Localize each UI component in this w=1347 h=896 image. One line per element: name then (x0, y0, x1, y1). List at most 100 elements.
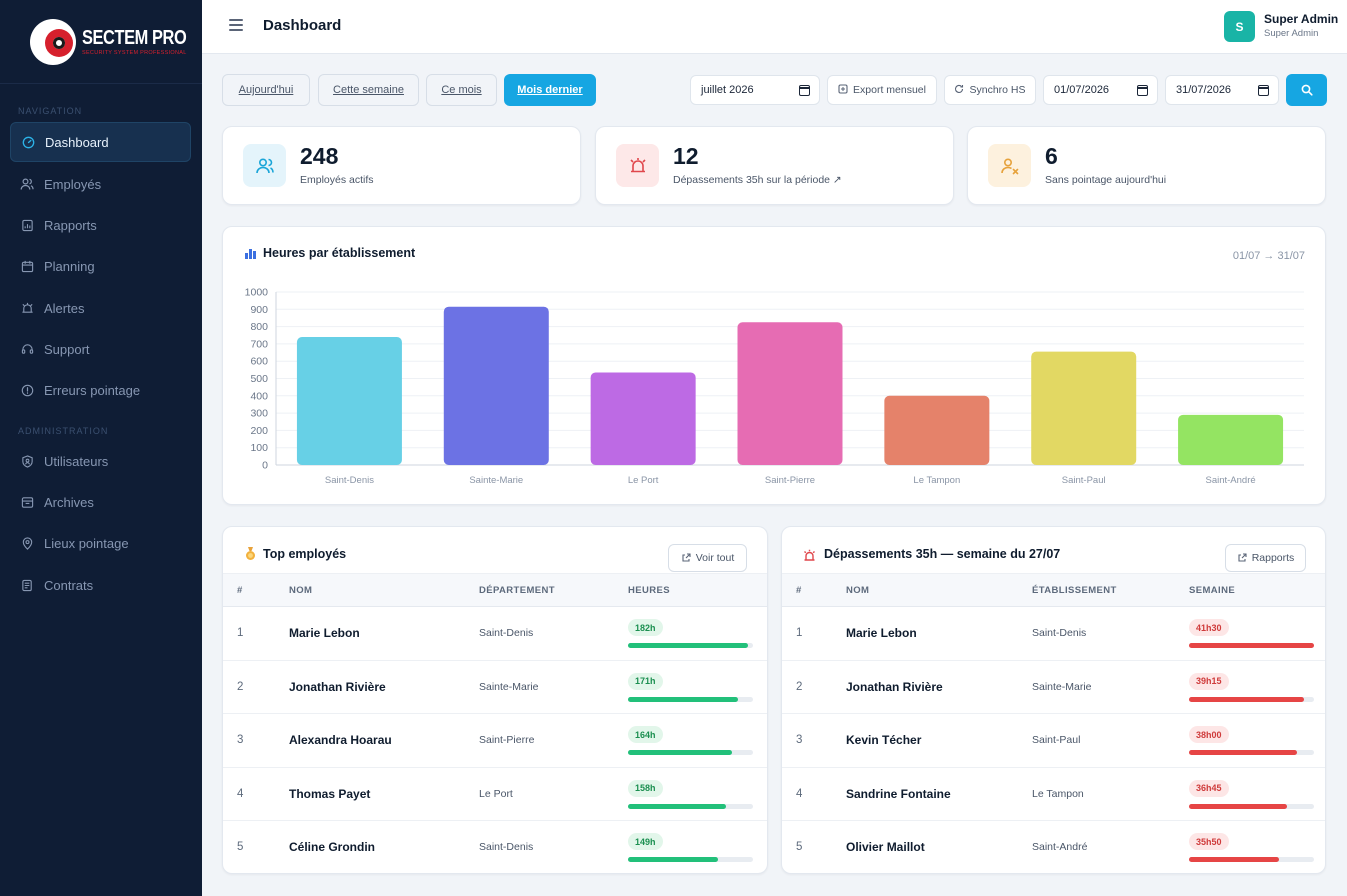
value-badge: 36h45 (1189, 779, 1229, 797)
sidebar-item-label: Dashboard (45, 134, 109, 150)
calendar-icon (20, 259, 34, 273)
progress-bar (628, 643, 753, 648)
sidebar-item-dashboard[interactable]: Dashboard (10, 122, 191, 162)
table-row[interactable]: 5 Olivier Maillot Saint-André 35h50 (782, 821, 1325, 873)
menu-toggle-icon[interactable] (229, 19, 243, 33)
dashboard-icon (21, 135, 35, 149)
table-row[interactable]: 3 Kevin Técher Saint-Paul 38h00 (782, 714, 1325, 768)
sidebar-item-alertes[interactable]: Alertes (10, 288, 191, 328)
sidebar-item-label: Contrats (44, 577, 94, 593)
refresh-icon (954, 84, 964, 97)
y-tick-label: 100 (250, 442, 268, 454)
top-employees-card: Top employés Voir tout # NOM DÉPARTEMENT… (222, 526, 768, 874)
sidebar-item-support[interactable]: Support (10, 329, 191, 369)
y-tick-label: 800 (250, 321, 268, 333)
sidebar-item-planning[interactable]: Planning (10, 246, 191, 286)
stat-card-overtime[interactable]: 12 Dépassements 35h sur la période ↗ (595, 126, 954, 205)
x-tick-label: Le Port (628, 475, 659, 486)
alarm-icon (803, 547, 816, 566)
column-header-department: DÉPARTEMENT (479, 585, 556, 596)
stat-card-no-clock-in: 6 Sans pointage aujourd'hui (967, 126, 1326, 205)
progress-bar (628, 750, 753, 755)
y-tick-label: 900 (250, 304, 268, 316)
y-tick-label: 400 (250, 390, 268, 402)
sidebar-item-contrats[interactable]: Contrats (10, 565, 191, 605)
row-department: Saint-André (1032, 841, 1088, 853)
table-row[interactable]: 3 Alexandra Hoarau Saint-Pierre 164h (223, 714, 767, 768)
column-header-hours: HEURES (628, 585, 670, 596)
value-badge: 149h (628, 833, 663, 850)
period-this-week-button[interactable]: Cette semaine (318, 74, 419, 106)
row-department: Saint-Denis (1032, 627, 1087, 639)
month-picker-value: juillet 2026 (701, 84, 754, 96)
period-last-month-button[interactable]: Mois dernier (504, 74, 596, 106)
row-rank: 1 (796, 627, 803, 639)
sidebar-item-label: Employés (44, 176, 102, 192)
view-all-button[interactable]: Voir tout (668, 544, 747, 572)
row-name: Alexandra Hoarau (289, 733, 392, 747)
hours-bar-chart: 0 100 200 300 400 500 600 700 800 900 1000 Saint-De… (245, 287, 1304, 486)
table-row[interactable]: 4 Thomas Payet Le Port 158h (223, 768, 767, 821)
reports-button[interactable]: Rapports (1225, 544, 1306, 572)
row-name: Kevin Técher (846, 733, 922, 747)
user-name[interactable]: Super Admin (1264, 12, 1339, 26)
column-header-week: SEMAINE (1189, 585, 1236, 596)
overtime-title: Dépassements 35h — semaine du 27/07 (824, 547, 1061, 561)
table-row[interactable]: 1 Marie Lebon Saint-Denis 41h30 (782, 607, 1325, 661)
stat-value: 12 (673, 143, 699, 169)
sync-hs-button[interactable]: Synchro HS (944, 75, 1036, 105)
sidebar-item-lieux-pointage[interactable]: Lieux pointage (10, 523, 191, 563)
sidebar-item-rapports[interactable]: Rapports (10, 205, 191, 245)
archive-icon (20, 495, 34, 509)
progress-fill (1189, 696, 1304, 702)
stat-value: 248 (300, 143, 339, 169)
sidebar-item-archives[interactable]: Archives (10, 482, 191, 522)
value-badge: 35h50 (1189, 833, 1229, 850)
table-row[interactable]: 5 Céline Grondin Saint-Denis 149h (223, 821, 767, 873)
date-from-input[interactable]: 01/07/2026 (1043, 75, 1158, 105)
table-row[interactable]: 2 Jonathan Rivière Sainte-Marie 171h (223, 661, 767, 714)
search-button[interactable] (1286, 74, 1327, 106)
nav-section-navigation: NAVIGATION (18, 106, 83, 116)
x-tick-label: Saint-Pierre (765, 475, 815, 486)
row-department: Sainte-Marie (1032, 680, 1092, 693)
stat-card-active-employees: 248 Employés actifs (222, 126, 581, 205)
brand-logo[interactable]: SECTEM PRO SECURITY SYSTEM PROFESSIONAL (0, 0, 202, 84)
calendar-icon[interactable] (799, 85, 810, 96)
sidebar-item-erreurs-pointage[interactable]: Erreurs pointage (10, 370, 191, 410)
sidebar-item-utilisateurs[interactable]: Utilisateurs (10, 441, 191, 481)
sidebar-item-employes[interactable]: Employés (10, 164, 191, 204)
date-to-input[interactable]: 31/07/2026 (1165, 75, 1279, 105)
sidebar: SECTEM PRO SECURITY SYSTEM PROFESSIONAL … (0, 0, 202, 896)
chart-bar (443, 306, 549, 465)
avatar[interactable]: S (1224, 11, 1255, 42)
row-name: Jonathan Rivière (846, 679, 943, 694)
sidebar-item-label: Support (44, 341, 90, 357)
row-rank: 4 (237, 787, 244, 800)
external-link-icon (1238, 553, 1247, 562)
bar-chart-icon (245, 249, 256, 259)
table-header: # NOM DÉPARTEMENT HEURES (223, 573, 767, 607)
sidebar-item-label: Utilisateurs (44, 453, 109, 469)
period-this-month-button[interactable]: Ce mois (426, 74, 497, 106)
chart-range: 01/07 → 31/07 (1232, 250, 1305, 262)
row-rank: 5 (237, 841, 244, 853)
export-label: Export mensuel (853, 84, 926, 96)
row-rank: 5 (796, 841, 803, 853)
calendar-icon[interactable] (1258, 85, 1269, 96)
progress-bar (1189, 750, 1314, 755)
table-row[interactable]: 2 Jonathan Rivière Sainte-Marie 39h15 (782, 661, 1325, 714)
table-row[interactable]: 1 Marie Lebon Saint-Denis 182h (223, 607, 767, 661)
calendar-icon[interactable] (1137, 85, 1148, 96)
chart-bar (737, 322, 843, 465)
month-picker[interactable]: juillet 2026 (690, 75, 820, 105)
row-department: Saint-Denis (479, 627, 534, 639)
progress-bar (628, 803, 753, 809)
table-row[interactable]: 4 Sandrine Fontaine Le Tampon 36h45 (782, 768, 1325, 821)
chart-card: Heures par établissement 01/07 → 31/07 0… (222, 226, 1326, 505)
x-tick-label: Saint-André (1205, 475, 1255, 486)
row-name: Thomas Payet (289, 786, 371, 801)
progress-fill (628, 803, 726, 809)
export-monthly-button[interactable]: Export mensuel (827, 75, 937, 105)
period-today-button[interactable]: Aujourd'hui (222, 74, 310, 106)
